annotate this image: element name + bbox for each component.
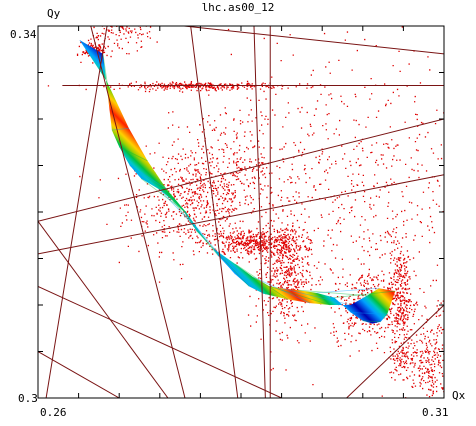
- resonance-line: [90, 26, 186, 398]
- footprint-stripe: [119, 146, 148, 162]
- x-tick-label-right: 0.31: [422, 406, 449, 419]
- resonance-line: [38, 351, 120, 398]
- footprint-stripe: [159, 189, 201, 233]
- footprint-stripe: [172, 200, 219, 256]
- footprint-stripe: [281, 287, 351, 306]
- footprint-stripe: [297, 289, 367, 297]
- footprint-stripe: [129, 165, 167, 190]
- footprint-stripe: [334, 290, 396, 298]
- footprint-stripe: [111, 127, 129, 131]
- resonance-lines: [38, 26, 444, 398]
- footprint-stripe: [253, 276, 311, 304]
- resonance-line: [346, 304, 444, 398]
- y-axis-label: Qy: [47, 7, 61, 20]
- footprint-stripe: [111, 127, 129, 131]
- footprint-stripe: [159, 189, 201, 233]
- footprint-stripe: [362, 320, 381, 323]
- footprint-stripe: [253, 276, 311, 304]
- footprint-stripe: [196, 230, 250, 287]
- resonance-line: [253, 26, 266, 398]
- footprint-stripe: [362, 320, 381, 323]
- resonance-line: [190, 26, 239, 398]
- footprint-stripe: [316, 287, 380, 294]
- footprint-stripe: [140, 178, 187, 213]
- resonance-line: [38, 221, 169, 398]
- footprint-band-shape: [79, 39, 396, 324]
- x-axis-label: Qx: [452, 389, 466, 402]
- footprint-stripe: [350, 312, 388, 315]
- footprint-stripe: [183, 211, 236, 275]
- footprint-stripe: [213, 248, 265, 295]
- y-tick-label-bottom: 0.3: [18, 392, 38, 405]
- scatter-points: [47, 26, 444, 398]
- footprint-stripe: [140, 178, 187, 213]
- footprint-stripe: [183, 211, 236, 275]
- footprint-stripe: [316, 287, 380, 294]
- footprint-stripe: [281, 287, 351, 306]
- chart-title: lhc.as00_12: [202, 1, 275, 14]
- footprint-stripe: [196, 230, 250, 287]
- footprint-stripe: [102, 53, 108, 82]
- footprint-stripe: [213, 248, 265, 295]
- footprint-stripe: [172, 200, 219, 256]
- plot-frame: [37, 25, 445, 399]
- footprint-stripe: [297, 289, 367, 297]
- footprint-stripe: [269, 286, 331, 306]
- footprint-stripe: [350, 312, 388, 315]
- x-tick-label-left: 0.26: [40, 406, 67, 419]
- resonance-line: [38, 285, 282, 398]
- axis-ticks: [38, 26, 444, 398]
- footprint-stripe: [269, 286, 331, 306]
- resonance-line: [184, 26, 444, 55]
- y-tick-label-top: 0.34: [10, 28, 37, 41]
- footprint-stripe: [102, 53, 108, 82]
- scatter-dots: [47, 26, 444, 398]
- footprint-band: [79, 39, 396, 324]
- footprint-stripe: [119, 146, 148, 162]
- footprint-stripe: [334, 290, 396, 298]
- resonance-line: [38, 118, 444, 222]
- resonance-line: [38, 174, 444, 255]
- footprint-stripe: [129, 165, 167, 190]
